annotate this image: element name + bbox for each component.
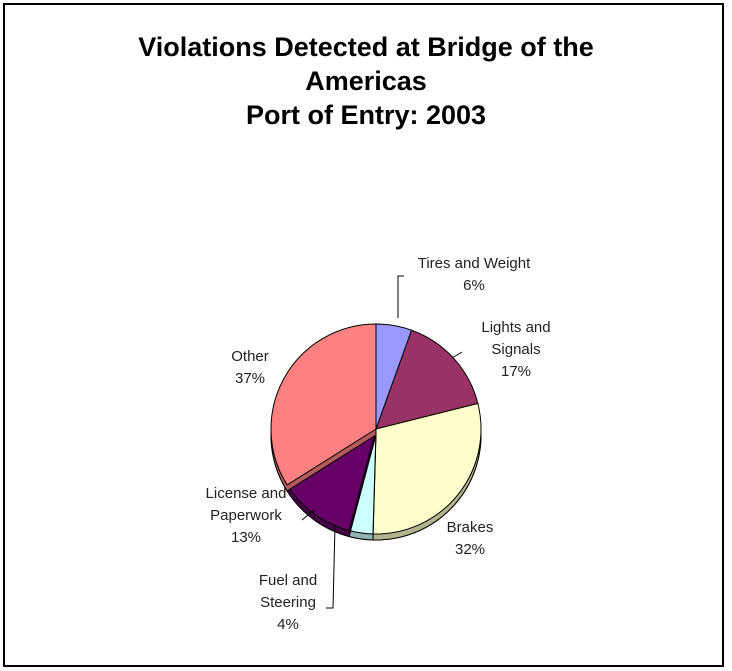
data-label-percent: 13% [231, 529, 261, 546]
data-label-percent: 17% [501, 363, 531, 380]
data-label-percent: 32% [455, 541, 485, 558]
data-label-percent: 4% [277, 616, 299, 633]
chart-title-line-2: Americas [305, 66, 427, 96]
pie-slice-brakes [372, 402, 482, 535]
data-label: Brakes 32% [447, 519, 494, 558]
pie-slice-other [270, 323, 377, 486]
data-label-name: License and [206, 485, 287, 502]
data-label: Lights and Signals 17% [481, 319, 550, 380]
data-label: Other 37% [231, 348, 269, 387]
data-label-name: Lights and [481, 319, 550, 336]
chart-title-line-1: Violations Detected at Bridge of the [138, 32, 594, 62]
chart-title-line-3: Port of Entry: 2003 [245, 100, 487, 130]
leader-line [326, 524, 336, 609]
data-label-percent: 37% [235, 370, 265, 387]
data-label-name: Fuel and [259, 572, 317, 589]
data-label-name: Steering [260, 594, 316, 611]
data-label-name: Signals [491, 341, 540, 358]
data-label-name: Brakes [447, 519, 494, 536]
data-label-name: Tires and Weight [418, 255, 531, 272]
data-label-percent: 6% [463, 277, 485, 294]
leader-line [397, 275, 404, 318]
leader-line [451, 351, 463, 359]
data-label-name: Other [231, 348, 269, 365]
pie-slice-lights-and-signals [375, 329, 479, 430]
data-label: Tires and Weight 6% [418, 255, 531, 294]
leader-line [301, 509, 315, 521]
data-label-name: Paperwork [210, 507, 282, 524]
data-label: Fuel and Steering 4% [259, 572, 317, 633]
chart-title: Violations Detected at Bridge of the Ame… [0, 30, 732, 132]
data-label: License and Paperwork 13% [206, 485, 287, 546]
